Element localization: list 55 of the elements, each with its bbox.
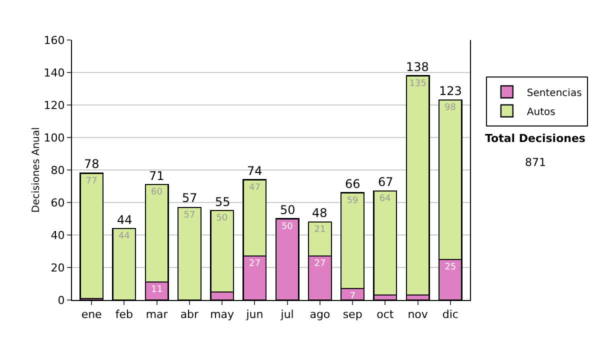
x-tick-label: sep <box>342 308 362 322</box>
y-tick-label: 100 <box>44 131 65 144</box>
total-label: 55 <box>215 195 230 209</box>
data-label: 7 <box>350 292 356 302</box>
data-label: 135 <box>409 78 426 89</box>
y-tick-label: 40 <box>50 228 65 242</box>
data-label: 98 <box>444 103 456 114</box>
total-label: 71 <box>149 169 164 183</box>
total-label: 50 <box>280 203 296 217</box>
y-axis-title: Decisiones Anual <box>30 127 42 213</box>
data-label: 59 <box>346 196 358 206</box>
data-label: 60 <box>150 188 163 198</box>
y-tick-label: 120 <box>44 98 65 112</box>
total-label: 48 <box>312 206 328 220</box>
total-label: 78 <box>84 157 100 171</box>
data-label: 27 <box>248 259 260 270</box>
data-label: 21 <box>314 225 326 235</box>
data-label: 44 <box>118 232 130 242</box>
x-tick-label: dic <box>442 308 458 322</box>
total-label: 67 <box>378 175 394 189</box>
data-label: 11 <box>151 285 163 296</box>
data-label: 50 <box>281 222 294 232</box>
total-label: 138 <box>406 60 429 74</box>
y-tick-label: 80 <box>50 164 65 177</box>
total-label: 44 <box>117 213 132 227</box>
y-tick-label: 20 <box>50 261 65 274</box>
x-tick-label: feb <box>115 308 134 322</box>
data-label: 47 <box>248 182 260 193</box>
x-tick-label: ene <box>81 308 102 322</box>
data-label: 77 <box>86 176 98 186</box>
x-tick-label: ago <box>310 308 330 322</box>
x-tick-label: abr <box>180 308 200 322</box>
y-tick-label: 60 <box>50 196 65 210</box>
x-tick-label: jul <box>280 308 294 322</box>
data-label: 27 <box>314 259 326 270</box>
x-tick-label: jun <box>245 308 264 322</box>
text: Total Decisiones <box>485 132 586 145</box>
total-label: 66 <box>345 177 360 191</box>
total-label: 74 <box>247 164 262 178</box>
text: 871 <box>525 156 546 169</box>
total-label: 123 <box>439 84 462 98</box>
data-label: 25 <box>444 262 456 272</box>
y-tick-label: 160 <box>44 34 65 47</box>
x-tick-label: nov <box>408 308 428 322</box>
x-tick-label: oct <box>376 308 394 322</box>
data-label: 64 <box>379 194 392 204</box>
x-tick-label: may <box>210 308 235 322</box>
data-label: 57 <box>184 210 196 220</box>
y-tick-label: 140 <box>44 66 65 80</box>
x-tick-label: mar <box>146 308 168 322</box>
legend-label: Sentencias <box>526 88 582 99</box>
y-tick-label: 0 <box>58 294 65 307</box>
data-label: 50 <box>216 214 228 224</box>
total-label: 57 <box>182 191 198 205</box>
legend-label: Autos <box>526 106 556 118</box>
